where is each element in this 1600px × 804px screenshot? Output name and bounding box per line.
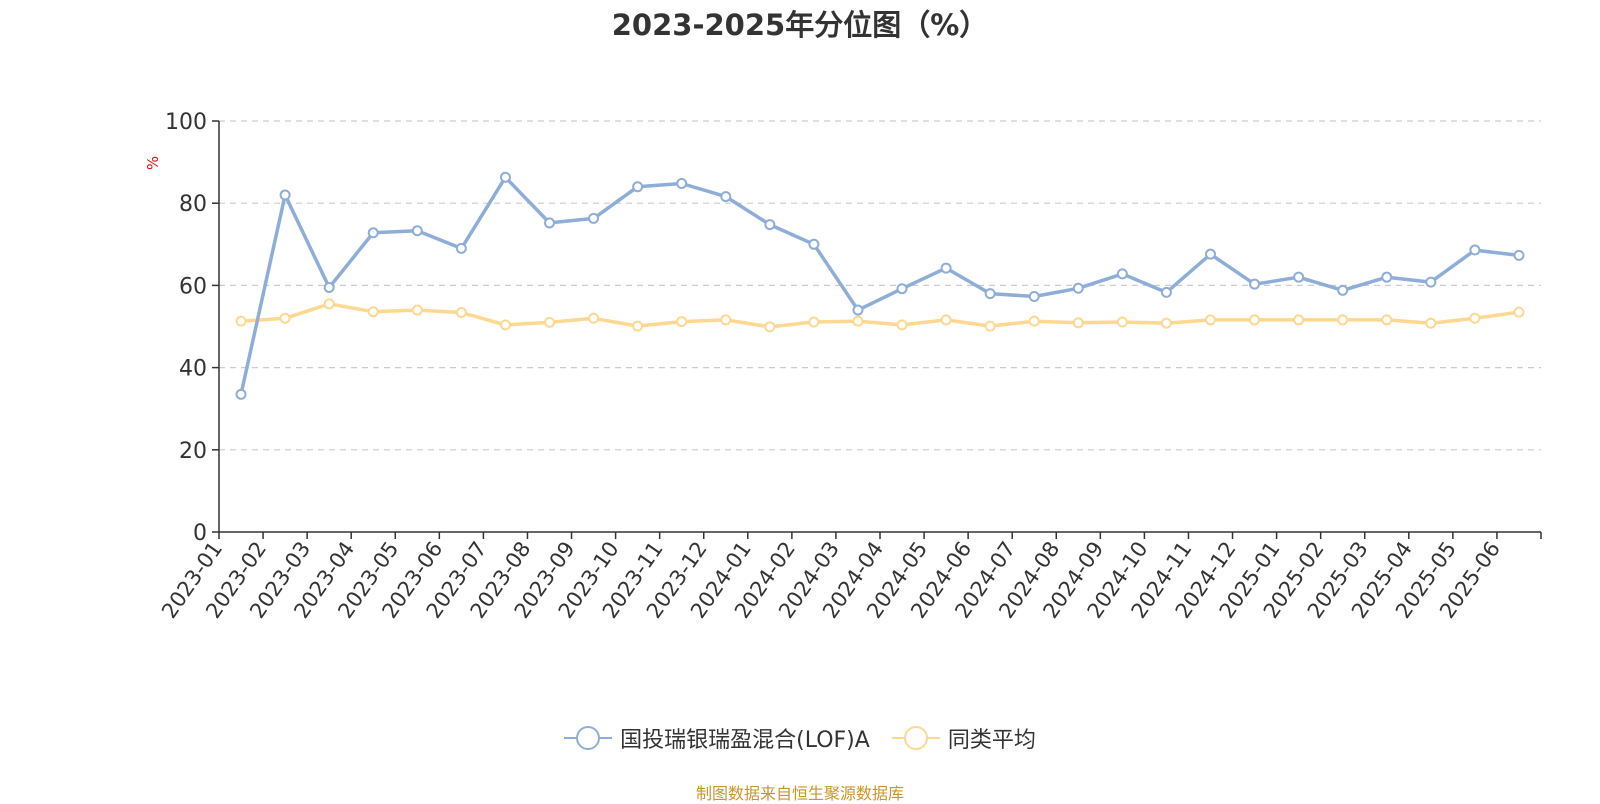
data-point[interactable] <box>499 171 511 183</box>
data-point[interactable] <box>1425 276 1437 288</box>
data-point[interactable] <box>1072 317 1084 329</box>
data-point[interactable] <box>1205 248 1216 260</box>
data-point[interactable] <box>279 312 291 324</box>
data-point[interactable] <box>411 225 423 237</box>
data-point[interactable] <box>1028 290 1040 302</box>
y-tick-label: 0 <box>193 521 207 546</box>
data-point[interactable] <box>1337 314 1349 326</box>
legend: 国投瑞银瑞盈混合(LOF)A 同类平均 <box>0 720 1600 756</box>
data-point[interactable] <box>940 262 952 274</box>
data-point[interactable] <box>323 281 335 293</box>
data-point[interactable] <box>1381 314 1393 326</box>
data-point[interactable] <box>455 307 467 319</box>
y-tick-label: 40 <box>179 357 207 382</box>
data-point[interactable] <box>764 219 776 231</box>
data-point[interactable] <box>1116 316 1128 328</box>
legend-item-2[interactable]: 同类平均 <box>891 722 1036 754</box>
data-point[interactable] <box>984 320 996 332</box>
data-point[interactable] <box>1028 315 1040 327</box>
data-point[interactable] <box>632 320 644 332</box>
data-point[interactable] <box>896 283 908 295</box>
legend-label: 国投瑞银瑞盈混合(LOF)A <box>620 728 870 753</box>
legend-label: 同类平均 <box>947 728 1036 753</box>
chart-title: 2023-2025年分位图（%） <box>611 8 989 42</box>
data-point[interactable] <box>235 388 247 400</box>
data-point[interactable] <box>808 316 820 328</box>
data-point[interactable] <box>1249 314 1261 326</box>
data-point[interactable] <box>852 315 864 327</box>
x-axis: 2023-012023-022023-032023-042023-052023-… <box>157 531 1542 623</box>
data-point[interactable] <box>411 304 423 316</box>
data-point[interactable] <box>367 227 379 239</box>
data-point[interactable] <box>323 298 335 310</box>
data-point[interactable] <box>940 314 952 326</box>
series-2 <box>235 298 1525 333</box>
data-point[interactable] <box>1381 271 1393 283</box>
data-point[interactable] <box>1513 249 1525 261</box>
y-axis: 0 20 40 60 80 100 <box>165 110 220 546</box>
data-point[interactable] <box>720 191 732 203</box>
data-point[interactable] <box>1072 282 1084 294</box>
series-line <box>239 175 1520 395</box>
legend-item-1[interactable]: 国投瑞银瑞盈混合(LOF)A <box>564 722 870 754</box>
data-point[interactable] <box>1116 268 1128 280</box>
data-point[interactable] <box>1293 314 1305 326</box>
data-point[interactable] <box>676 177 688 189</box>
data-point[interactable] <box>544 316 555 328</box>
data-point[interactable] <box>1249 278 1261 290</box>
data-point[interactable] <box>588 212 600 224</box>
y-tick-label: 100 <box>165 110 207 135</box>
y-tick-label: 20 <box>179 439 207 464</box>
y-tick-label: 60 <box>179 274 207 299</box>
data-point[interactable] <box>808 238 820 250</box>
data-point[interactable] <box>720 314 732 326</box>
series-1 <box>235 171 1525 400</box>
data-point[interactable] <box>984 288 996 300</box>
data-point[interactable] <box>455 242 467 254</box>
data-point[interactable] <box>676 316 688 328</box>
data-point[interactable] <box>1293 271 1305 283</box>
data-point[interactable] <box>544 217 555 229</box>
data-point[interactable] <box>632 181 644 193</box>
data-point[interactable] <box>499 319 511 331</box>
data-point[interactable] <box>1469 312 1481 324</box>
data-point[interactable] <box>1205 314 1216 326</box>
data-point[interactable] <box>588 312 600 324</box>
data-point[interactable] <box>1513 306 1525 318</box>
data-point[interactable] <box>367 306 379 318</box>
series-layer <box>235 171 1525 400</box>
data-point[interactable] <box>1160 317 1172 329</box>
data-point[interactable] <box>279 189 291 201</box>
source-note: 制图数据来自恒生聚源数据库 <box>695 784 904 803</box>
legend-swatch <box>564 724 613 752</box>
data-point[interactable] <box>235 315 247 327</box>
data-point[interactable] <box>852 304 864 316</box>
data-point[interactable] <box>1469 244 1481 256</box>
data-point[interactable] <box>1160 286 1172 298</box>
y-tick-label: 80 <box>179 192 207 217</box>
legend-swatch <box>891 724 940 752</box>
data-point[interactable] <box>896 319 908 331</box>
data-point[interactable] <box>1337 284 1349 296</box>
data-point[interactable] <box>1425 317 1437 329</box>
data-point[interactable] <box>764 321 776 333</box>
series-line <box>240 302 1520 329</box>
y-axis-label: % <box>144 156 162 170</box>
